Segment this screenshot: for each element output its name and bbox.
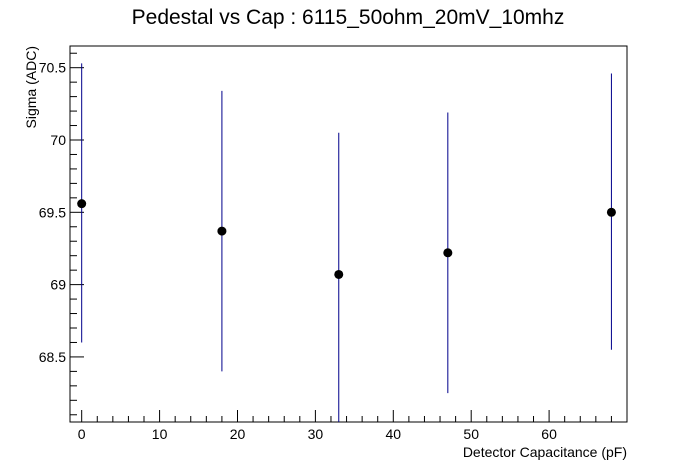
y-tick-label: 70 (50, 132, 66, 148)
x-tick-label: 0 (78, 426, 86, 442)
x-tick-label: 30 (308, 426, 324, 442)
data-point (334, 269, 344, 279)
chart-title: Pedestal vs Cap : 6115_50ohm_20mV_10mhz (132, 6, 565, 29)
plot-frame (69, 45, 628, 423)
data-point (606, 207, 616, 217)
y-tick-label: 69 (50, 277, 66, 293)
y-axis-label: Sigma (ADC) (23, 46, 39, 128)
error-bars (81, 63, 612, 422)
y-axis: 68.5 69 69.5 70 70.5 (39, 52, 84, 416)
x-tick-label: 20 (230, 426, 246, 442)
data-point (77, 199, 87, 209)
data-points (77, 199, 616, 279)
x-tick-label: 50 (463, 426, 479, 442)
x-tick-label: 40 (386, 426, 402, 442)
y-tick-label: 68.5 (39, 349, 66, 365)
x-tick-label: 10 (152, 426, 168, 442)
data-point (443, 248, 453, 258)
x-tick-label: 60 (541, 426, 557, 442)
y-tick-label: 70.5 (39, 60, 66, 76)
x-axis-label: Detector Capacitance (pF) (463, 444, 627, 460)
data-point (217, 226, 227, 236)
y-tick-label: 69.5 (39, 204, 66, 220)
x-axis: 0 10 20 30 40 50 60 (78, 410, 628, 442)
